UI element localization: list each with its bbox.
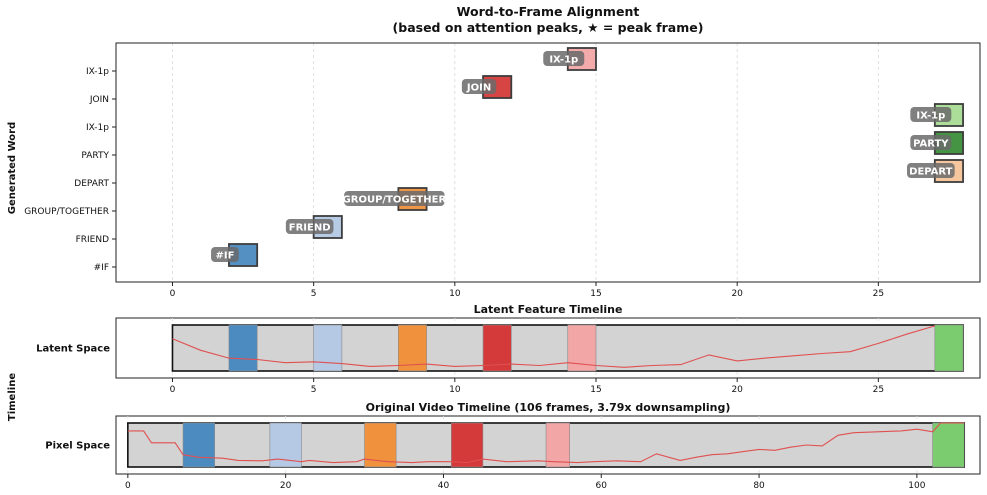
x-tick-label: 15 (590, 289, 601, 299)
pixel-activation-line (127, 422, 965, 464)
word-label-badge (543, 51, 585, 66)
pixel-segment (182, 422, 215, 468)
word-label: GROUP/TOGETHER (343, 195, 447, 206)
word-label-badge (910, 107, 952, 122)
latent-segment (398, 324, 427, 372)
latent-segment (934, 324, 964, 372)
pixel-tick-label: 40 (438, 481, 450, 491)
latent-ylabel: Latent Space (36, 344, 110, 355)
x-tick-label: 5 (311, 289, 317, 299)
y-tick-label: JOIN (89, 95, 109, 105)
word-label: JOIN (466, 83, 491, 94)
latent-timeline-panel: 0 5 10 15 20 25 Latent Feature Timeline Latent … (36, 303, 981, 395)
x-tick-label: 25 (873, 289, 884, 299)
y-tick-label: DEPART (74, 179, 109, 189)
latent-segment (313, 324, 343, 372)
word-label-badge (910, 135, 952, 150)
pixel-segment (545, 422, 570, 468)
pixel-tick-label: 20 (280, 481, 292, 491)
plot-frame (115, 42, 981, 283)
latent-tick-label: 5 (311, 385, 317, 395)
pixel-timeline-panel: 0 20 40 60 80 100 Original Video Timeline (106… (45, 401, 981, 491)
pixel-tick-label: 0 (125, 481, 131, 491)
latent-tick-label: 25 (873, 385, 884, 395)
latent-tick-label: 20 (731, 385, 743, 395)
latent-activation-line (172, 325, 935, 368)
word-label: FRIEND (289, 223, 331, 234)
word-label: IX-1p (549, 55, 578, 66)
latent-title: Latent Feature Timeline (474, 303, 623, 316)
word-label: #IF (215, 251, 234, 262)
pixel-ylabel: Pixel Space (45, 441, 110, 452)
y-tick-label: GROUP/TOGETHER (24, 207, 109, 217)
latent-segment (228, 324, 258, 372)
y-tick-label: IX-1p (86, 123, 109, 133)
word-label: PARTY (913, 139, 949, 150)
latent-tick-label: 10 (449, 385, 461, 395)
pixel-tick-label: 80 (753, 481, 765, 491)
y-tick-label: #IF (94, 263, 109, 273)
y-axis-label-timeline: Timeline (7, 373, 18, 421)
pixel-tick-label: 60 (596, 481, 608, 491)
word-label: IX-1p (916, 111, 945, 122)
word-label-badge (461, 79, 497, 94)
x-tick-label: 20 (731, 289, 743, 299)
word-label-badge (211, 247, 239, 262)
y-tick-label: FRIEND (76, 235, 110, 245)
latent-segment (482, 324, 512, 372)
word-label-badge (907, 163, 955, 178)
latent-tick-label: 15 (590, 385, 601, 395)
y-tick-label: PARTY (81, 151, 109, 161)
word-label-badge (285, 219, 334, 234)
word-label: DEPART (909, 167, 953, 178)
x-tick-label: 0 (170, 289, 176, 299)
latent-tick-label: 0 (170, 385, 176, 395)
pixel-segment (932, 422, 965, 468)
figure-title-line1: Word-to-Frame Alignment (457, 4, 640, 19)
pixel-title: Original Video Timeline (106 frames, 3.7… (366, 401, 731, 414)
y-tick-label: IX-1p (86, 67, 109, 77)
pixel-tick-label: 100 (908, 481, 925, 491)
y-axis-label-main: Generated Word (7, 122, 18, 214)
x-tick-label: 10 (449, 289, 461, 299)
figure-title-line2: (based on attention peaks, ★ = peak fram… (393, 20, 704, 35)
word-label-badge (344, 191, 445, 206)
alignment-panel: 0 5 10 15 20 25 #IF FRIEND GROUP/TOGETHER DEPART P… (24, 42, 981, 299)
pixel-segment (451, 422, 484, 468)
